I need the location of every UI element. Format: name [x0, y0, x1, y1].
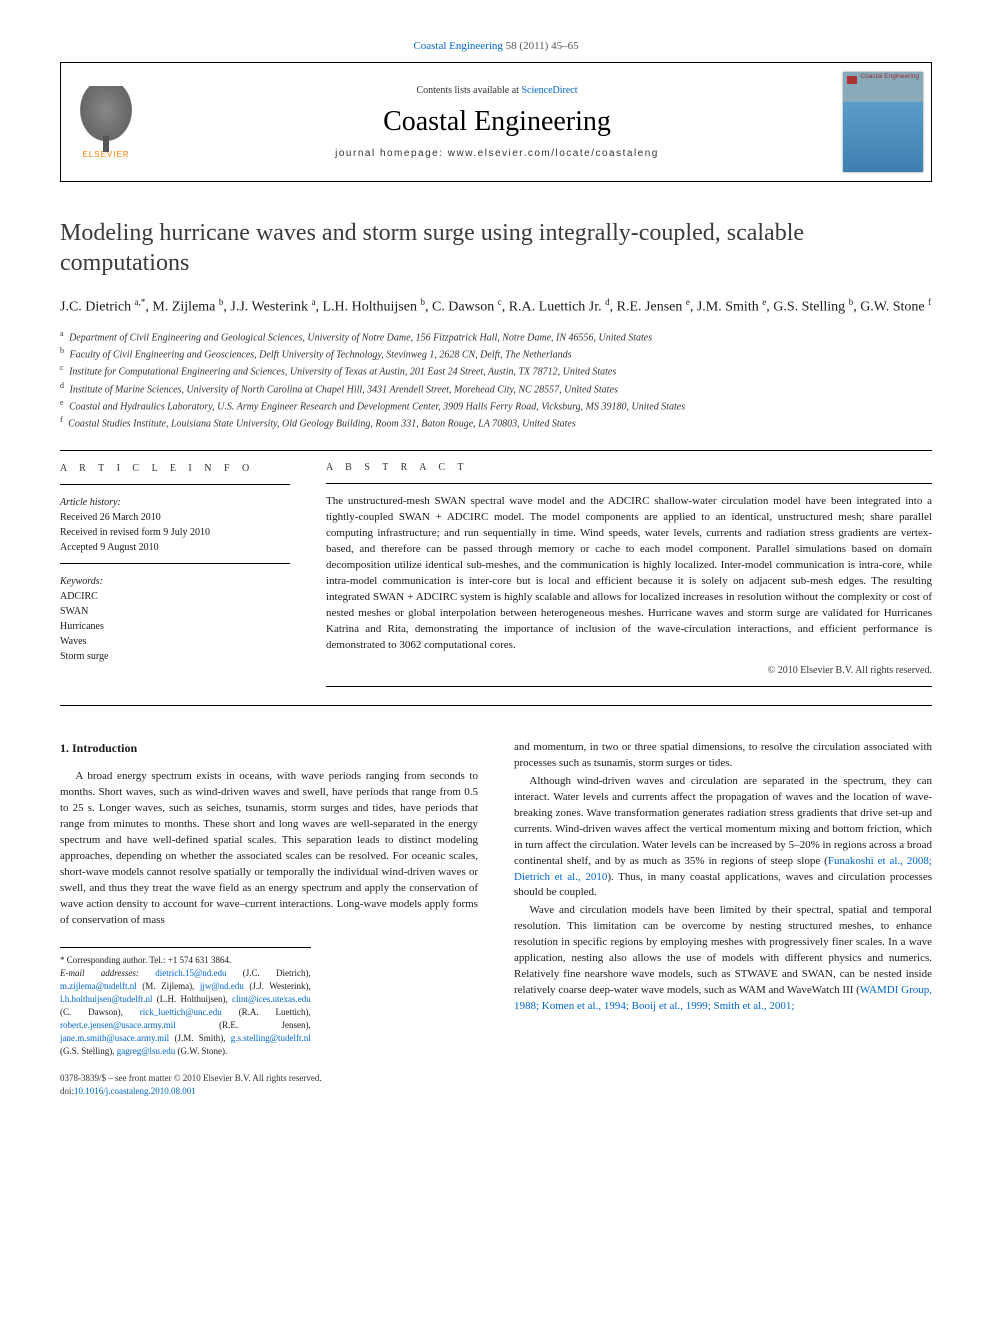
intro-p4: Wave and circulation models have been li… — [514, 903, 932, 1015]
footnote-block: * Corresponding author. Tel.: +1 574 631… — [60, 947, 311, 1058]
history-accepted: Accepted 9 August 2010 — [60, 540, 290, 555]
journal-ref-link[interactable]: Coastal Engineering — [413, 40, 503, 52]
email-link[interactable]: l.h.holthuijsen@tudelft.nl — [60, 994, 153, 1004]
keyword: Waves — [60, 634, 290, 649]
abstract-col: A B S T R A C T The unstructured-mesh SW… — [326, 461, 932, 697]
article-title: Modeling hurricane waves and storm surge… — [60, 218, 932, 278]
body-col-left: 1. Introduction A broad energy spectrum … — [60, 740, 478, 1097]
corresponding-author: * Corresponding author. Tel.: +1 574 631… — [60, 954, 311, 967]
intro-p3: Although wind-driven waves and circulati… — [514, 774, 932, 902]
affiliation: b Faculty of Civil Engineering and Geosc… — [60, 345, 932, 362]
article-info-col: A R T I C L E I N F O Article history: R… — [60, 461, 290, 697]
doi-link[interactable]: 10.1016/j.coastaleng.2010.08.001 — [74, 1086, 196, 1096]
journal-header-box: ELSEVIER Contents lists available at Sci… — [60, 62, 932, 182]
body-col-right: and momentum, in two or three spatial di… — [514, 740, 932, 1097]
sciencedirect-link[interactable]: ScienceDirect — [521, 85, 577, 96]
journal-cover-thumb: Coastal Engineering — [843, 72, 923, 172]
keywords-label: Keywords: — [60, 574, 290, 589]
cover-thumb-title: Coastal Engineering — [860, 74, 919, 81]
email-link[interactable]: jjw@nd.edu — [200, 981, 244, 991]
affiliations: a Department of Civil Engineering and Ge… — [60, 328, 932, 432]
elsevier-logo: ELSEVIER — [61, 72, 151, 172]
elsevier-tree-icon — [76, 86, 136, 146]
keywords-list: ADCIRCSWANHurricanesWavesStorm surge — [60, 589, 290, 664]
history-revised: Received in revised form 9 July 2010 — [60, 525, 290, 540]
divider — [60, 450, 932, 451]
journal-homepage: journal homepage: www.elsevier.com/locat… — [155, 148, 839, 159]
email-link[interactable]: m.zijlema@tudelft.nl — [60, 981, 137, 991]
history-label: Article history: — [60, 495, 290, 510]
affiliation: c Institute for Computational Engineerin… — [60, 362, 932, 379]
intro-p3-pre: Although wind-driven waves and circulati… — [514, 775, 932, 867]
journal-name: Coastal Engineering — [155, 106, 839, 138]
email-link[interactable]: dietrich.15@nd.edu — [155, 968, 226, 978]
intro-p1: A broad energy spectrum exists in oceans… — [60, 769, 478, 928]
journal-ref-citation: 58 (2011) 45–65 — [503, 40, 579, 52]
affiliation: d Institute of Marine Sciences, Universi… — [60, 380, 932, 397]
homepage-url[interactable]: www.elsevier.com/locate/coastaleng — [448, 148, 659, 159]
issn-line: 0378-3839/$ – see front matter © 2010 El… — [60, 1072, 478, 1085]
email-link[interactable]: jane.m.smith@usace.army.mil — [60, 1033, 169, 1043]
abstract-text: The unstructured-mesh SWAN spectral wave… — [326, 494, 932, 653]
keyword: Hurricanes — [60, 619, 290, 634]
email-list: E-mail addresses: dietrich.15@nd.edu (J.… — [60, 967, 311, 1058]
history-received: Received 26 March 2010 — [60, 510, 290, 525]
affiliation: e Coastal and Hydraulics Laboratory, U.S… — [60, 397, 932, 414]
email-link[interactable]: clint@ices.utexas.edu — [232, 994, 311, 1004]
homepage-pre: journal homepage: — [335, 148, 448, 159]
intro-p4-pre: Wave and circulation models have been li… — [514, 904, 932, 996]
affiliation: a Department of Civil Engineering and Ge… — [60, 328, 932, 345]
journal-reference: Coastal Engineering 58 (2011) 45–65 — [60, 40, 932, 52]
article-info-heading: A R T I C L E I N F O — [60, 461, 290, 476]
intro-heading: 1. Introduction — [60, 740, 478, 757]
email-link[interactable]: rick_luettich@unc.edu — [140, 1007, 222, 1017]
contents-pre: Contents lists available at — [416, 85, 521, 96]
doi-pre: doi: — [60, 1086, 74, 1096]
email-link[interactable]: robert.e.jensen@usace.army.mil — [60, 1020, 176, 1030]
keyword: SWAN — [60, 604, 290, 619]
intro-p2: and momentum, in two or three spatial di… — [514, 740, 932, 772]
contents-line: Contents lists available at ScienceDirec… — [155, 85, 839, 96]
email-link[interactable]: gagreg@lsu.edu — [117, 1046, 176, 1056]
authors-line: J.C. Dietrich a,*, M. Zijlema b, J.J. We… — [60, 296, 932, 318]
keyword: ADCIRC — [60, 589, 290, 604]
abstract-copyright: © 2010 Elsevier B.V. All rights reserved… — [326, 664, 932, 679]
abstract-heading: A B S T R A C T — [326, 461, 932, 476]
email-link[interactable]: g.s.stelling@tudelft.nl — [231, 1033, 311, 1043]
affiliation: f Coastal Studies Institute, Louisiana S… — [60, 414, 932, 431]
keyword: Storm surge — [60, 649, 290, 664]
page-footer: 0378-3839/$ – see front matter © 2010 El… — [60, 1072, 478, 1097]
